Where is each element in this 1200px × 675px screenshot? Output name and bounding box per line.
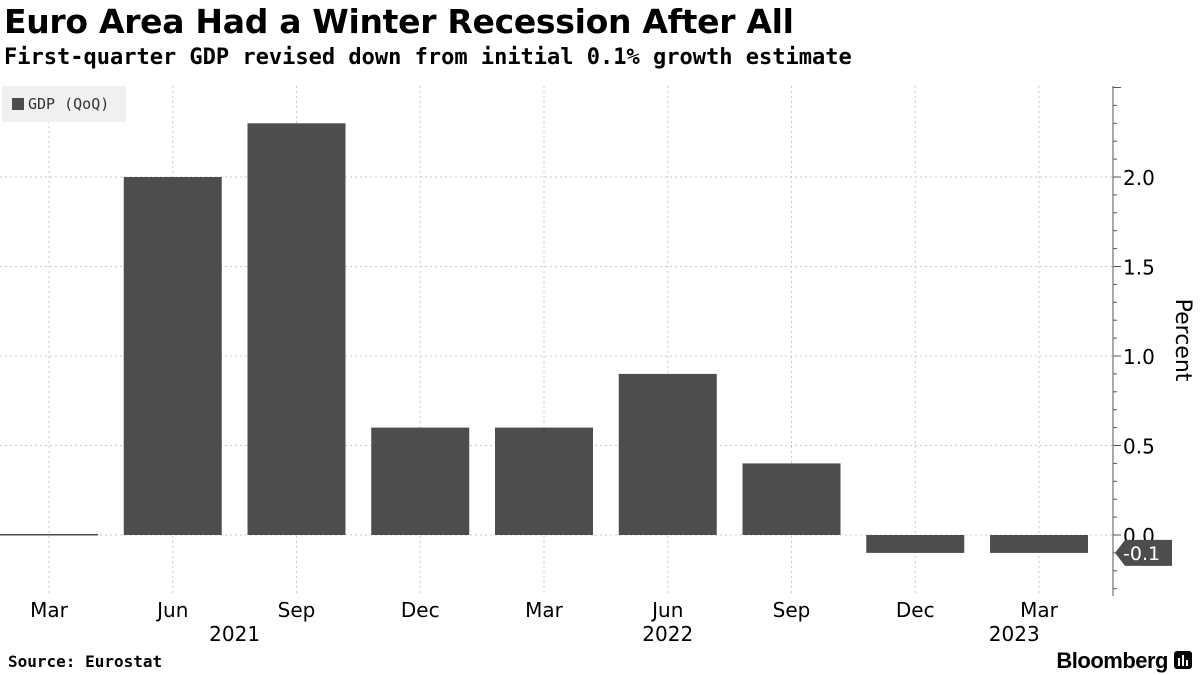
- x-year-label: 2021: [209, 622, 260, 646]
- chart-subtitle: First-quarter GDP revised down from init…: [4, 45, 852, 70]
- legend-label: GDP (QoQ): [28, 95, 110, 113]
- y-tick-label: 2.0: [1123, 166, 1155, 190]
- chart-title: Euro Area Had a Winter Recession After A…: [4, 2, 794, 41]
- x-tick-label: Sep: [278, 598, 316, 622]
- bar-mar-0: [0, 534, 98, 536]
- x-tick-label: Jun: [650, 598, 683, 622]
- x-tick-label: Sep: [773, 598, 811, 622]
- x-tick-label: Jun: [155, 598, 188, 622]
- bar-sep-2: [247, 123, 346, 536]
- x-tick-label: Mar: [525, 598, 564, 622]
- x-tick-label: Mar: [30, 598, 69, 622]
- y-axis-title: Percent: [1170, 299, 1195, 382]
- bar-sep-6: [742, 463, 841, 535]
- bar-dec-7: [866, 535, 965, 553]
- last-value-callout: [1115, 539, 1172, 566]
- bar-jun-5: [618, 373, 717, 535]
- bar-mar-4: [495, 427, 593, 535]
- x-year-label: 2023: [989, 622, 1040, 646]
- bar-jun-1: [123, 177, 222, 535]
- x-year-label: 2022: [642, 622, 693, 646]
- y-tick-label: 1.0: [1123, 345, 1155, 369]
- legend-swatch: [12, 98, 24, 110]
- bar-layer: [0, 123, 1088, 553]
- legend: GDP (QoQ): [2, 86, 126, 122]
- bar-mar-8: [990, 535, 1088, 553]
- y-tick-label: 0.5: [1123, 435, 1155, 459]
- bloomberg-logo: Bloomberg: [1056, 648, 1168, 673]
- last-value-label: -0.1: [1123, 543, 1160, 565]
- y-tick-label: 1.5: [1123, 256, 1155, 280]
- source-note: Source: Eurostat: [8, 652, 163, 671]
- bar-dec-3: [371, 427, 470, 535]
- x-tick-label: Mar: [1020, 598, 1059, 622]
- x-tick-label: Dec: [896, 598, 935, 622]
- x-tick-label: Dec: [401, 598, 440, 622]
- bloomberg-chart-icon: [1174, 651, 1192, 669]
